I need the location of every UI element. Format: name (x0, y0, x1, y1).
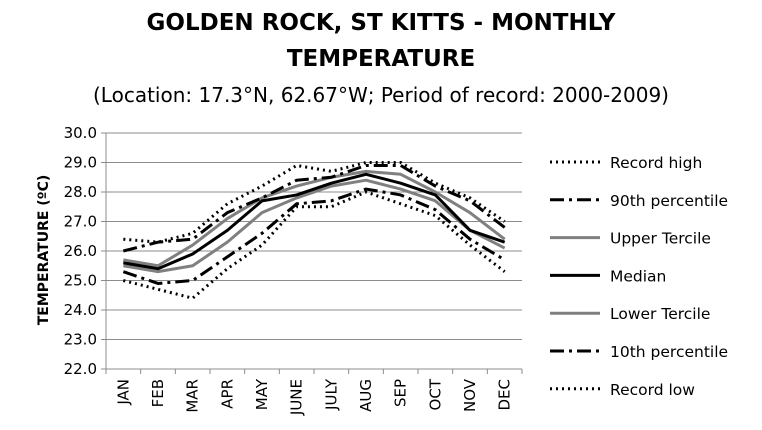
y-tick-label: 25.0 (64, 272, 97, 290)
x-tick-label: SEP (392, 379, 410, 407)
legend-label: Record low (610, 381, 695, 399)
legend-label: Upper Tercile (610, 230, 711, 248)
x-tick-label: JUNE (288, 379, 306, 416)
tick-labels: 22.0 23.0 24.0 25.0 26.0 27.0 28.0 29.0 30.0 JAN F… (64, 124, 514, 416)
legend-label: Record high (610, 154, 702, 172)
axes (101, 132, 523, 374)
y-tick-label: 24.0 (64, 301, 97, 319)
chart-title-line2: TEMPERATURE (286, 46, 476, 72)
series-line-lower-tercile (123, 178, 506, 274)
gridlines (106, 132, 522, 370)
series-lines (122, 161, 506, 300)
x-tick-label: NOV (461, 378, 479, 412)
y-tick-label: 26.0 (64, 242, 97, 260)
legend-label: 10th percentile (610, 343, 728, 361)
y-tick-label: 30.0 (64, 124, 97, 142)
y-tick-label: 28.0 (64, 183, 97, 201)
x-tick-label: APR (218, 379, 236, 409)
x-tick-label: MAY (253, 378, 271, 410)
legend: Record high 90th percentile Upper Tercile M… (550, 154, 728, 399)
x-tick-label: AUG (357, 379, 375, 412)
y-tick-label: 27.0 (64, 213, 97, 231)
x-tick-label: DEC (496, 379, 514, 411)
x-tick-label: OCT (426, 378, 444, 410)
series-line-median (123, 172, 506, 271)
series-line-upper-tercile (123, 169, 506, 268)
x-tick-label: FEB (149, 379, 167, 407)
legend-label: Lower Tercile (610, 305, 710, 323)
chart-subtitle: (Location: 17.3°N, 62.67°W; Period of re… (93, 83, 669, 107)
series-line-record-low (122, 190, 506, 300)
legend-label: 90th percentile (610, 192, 728, 210)
y-tick-label: 29.0 (64, 154, 97, 172)
x-tick-label: JAN (114, 379, 132, 406)
y-tick-label: 22.0 (64, 360, 97, 378)
chart-title: GOLDEN ROCK, ST KITTS - MONTHLY (146, 10, 616, 36)
legend-label: Median (610, 267, 666, 285)
x-tick-label: JULY (322, 378, 340, 411)
y-tick-label: 23.0 (64, 331, 97, 349)
x-tick-label: MAR (184, 379, 202, 413)
series-line-90th-percentile (122, 163, 506, 253)
y-axis-label: TEMPERATURE (ºC) (36, 175, 52, 326)
series-line-10th-percentile (122, 187, 506, 285)
